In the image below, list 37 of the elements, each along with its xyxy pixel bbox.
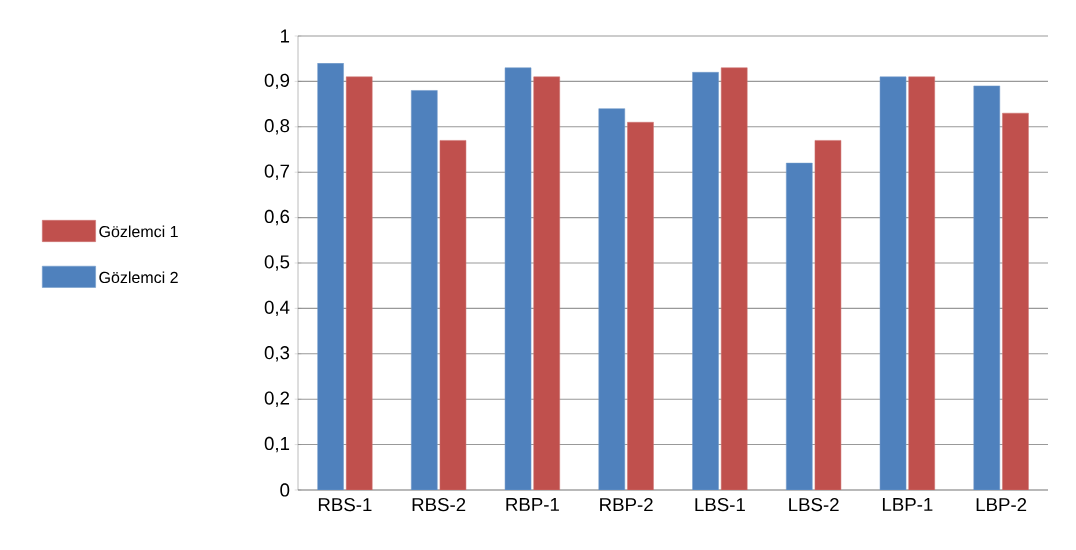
bar xyxy=(345,76,373,490)
bar xyxy=(720,67,748,490)
bar xyxy=(908,76,935,490)
bar xyxy=(627,121,654,490)
y-tick-label: 0,6 xyxy=(264,209,290,226)
bar xyxy=(411,90,438,490)
x-tick-label: RBS-2 xyxy=(412,498,466,512)
x-tick-label: LBS-2 xyxy=(789,498,839,512)
y-tick-label: 0,5 xyxy=(264,255,290,271)
x-tick-label: RBS-1 xyxy=(318,498,372,512)
bar xyxy=(879,76,907,490)
bar xyxy=(1002,112,1029,490)
x-tick-label: RBP-1 xyxy=(506,498,559,511)
bar xyxy=(504,67,532,490)
y-tick-label: 0,3 xyxy=(264,346,290,362)
x-tick-label: LBP-1 xyxy=(882,498,933,511)
bar xyxy=(598,108,626,490)
bar xyxy=(973,85,1001,490)
bar xyxy=(533,76,560,490)
y-tick-label: 0,7 xyxy=(264,164,290,180)
bar xyxy=(439,140,467,490)
y-tick-label: 0,9 xyxy=(264,73,290,90)
y-tick-label: 0,1 xyxy=(264,436,290,453)
legend-label: Gözlemci 1 xyxy=(99,225,178,238)
bar xyxy=(317,62,344,490)
y-tick-label: 1 xyxy=(281,29,290,43)
y-tick-label: 0,8 xyxy=(264,119,290,135)
legend-label: Gözlemci 2 xyxy=(99,271,178,284)
bar xyxy=(786,162,813,490)
y-tick-label: 0,4 xyxy=(264,300,290,317)
bar xyxy=(692,72,719,490)
x-tick-label: LBP-2 xyxy=(976,498,1027,512)
y-tick-label: 0,2 xyxy=(264,391,290,407)
x-tick-label: RBP-2 xyxy=(600,498,653,512)
y-tick-label: 0 xyxy=(280,483,290,497)
bar xyxy=(814,140,842,490)
x-tick-label: LBS-1 xyxy=(695,498,745,512)
